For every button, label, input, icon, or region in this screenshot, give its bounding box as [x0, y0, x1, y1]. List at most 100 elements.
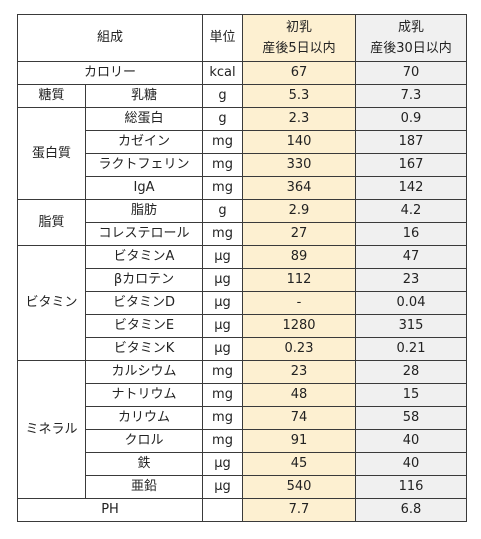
- ph-row: PH 7.7 6.8: [17, 498, 467, 522]
- mature-milk-value: 16: [355, 222, 467, 246]
- first-milk-header: 初乳 産後5日以内: [242, 14, 356, 62]
- item-unit: μg: [202, 314, 243, 338]
- mature-milk-value: 58: [355, 406, 467, 430]
- item-label: コレステロール: [85, 222, 203, 246]
- item-unit: μg: [202, 475, 243, 499]
- first-milk-value: 140: [242, 130, 356, 154]
- table-row: ナトリウム mg 48 15: [18, 383, 467, 407]
- item-unit: μg: [202, 452, 243, 476]
- item-label: 脂肪: [85, 199, 203, 223]
- item-label: カルシウム: [85, 360, 203, 384]
- table-row: 脂質 脂肪 g 2.9 4.2: [17, 199, 467, 246]
- first-milk-value: 27: [242, 222, 356, 246]
- mature-milk-value: 0.9: [355, 107, 467, 131]
- first-milk-value: -: [242, 291, 356, 315]
- calorie-label: カロリー: [17, 61, 203, 85]
- table-row: ビタミンE μg 1280 315: [18, 314, 467, 338]
- table-row: βカロテン μg 112 23: [18, 268, 467, 292]
- first-milk-value: 540: [242, 475, 356, 499]
- first-milk-value: 2.3: [242, 107, 356, 131]
- calorie-unit: kcal: [202, 61, 243, 85]
- category-label: ビタミン: [17, 245, 86, 361]
- item-label: 総蛋白: [85, 107, 203, 131]
- item-unit: mg: [202, 176, 243, 200]
- item-label: ラクトフェリン: [85, 153, 203, 177]
- mature-milk-value: 47: [355, 245, 467, 269]
- table-row: ビタミンK μg 0.23 0.21: [18, 337, 467, 361]
- ph-unit: [202, 498, 243, 522]
- composition-header: 組成: [17, 14, 203, 62]
- table-row: クロル mg 91 40: [18, 429, 467, 453]
- category-label: 糖質: [17, 84, 86, 108]
- first-milk-value: 5.3: [242, 84, 356, 108]
- milk-composition-table: 組成 単位 初乳 産後5日以内 成乳 産後30日以内 カロリー kcal 67 …: [17, 14, 467, 522]
- calorie-first-value: 67: [242, 61, 356, 85]
- first-milk-value: 48: [242, 383, 356, 407]
- first-milk-value: 112: [242, 268, 356, 292]
- mature-milk-value: 15: [355, 383, 467, 407]
- table-row: ビタミンD μg -0.04: [18, 291, 467, 315]
- table-row: 鉄 μg 45 40: [18, 452, 467, 476]
- ph-first-value: 7.7: [242, 498, 356, 522]
- calorie-row: カロリー kcal 67 70: [17, 61, 467, 85]
- mature-milk-title: 成乳: [397, 20, 424, 35]
- item-unit: g: [202, 199, 243, 223]
- table-row: ラクトフェリン mg 330 167: [18, 153, 467, 177]
- item-label: クロル: [85, 429, 203, 453]
- item-unit: mg: [202, 130, 243, 154]
- mature-milk-value: 167: [355, 153, 467, 177]
- mature-milk-period: 産後30日以内: [370, 41, 452, 56]
- calorie-mature-value: 70: [355, 61, 467, 85]
- item-label: ビタミンK: [85, 337, 203, 361]
- mature-milk-value: 7.3: [355, 84, 467, 108]
- first-milk-title: 初乳: [285, 20, 312, 35]
- first-milk-value: 2.9: [242, 199, 356, 223]
- table-row: ビタミン ビタミンA μg 89 47: [17, 245, 467, 361]
- mature-milk-value: 40: [355, 429, 467, 453]
- first-milk-value: 23: [242, 360, 356, 384]
- item-unit: mg: [202, 406, 243, 430]
- item-label: 鉄: [85, 452, 203, 476]
- item-unit: μg: [202, 268, 243, 292]
- mature-milk-value: 0.21: [355, 337, 467, 361]
- item-unit: mg: [202, 360, 243, 384]
- table-row: 蛋白質 総蛋白 g 2.3 0.9: [17, 107, 467, 200]
- category-label: 脂質: [17, 199, 86, 246]
- first-milk-value: 330: [242, 153, 356, 177]
- item-unit: g: [202, 84, 243, 108]
- table-row: コレステロール mg 27 16: [18, 222, 467, 246]
- table-row: IgA mg 364 142: [18, 176, 467, 200]
- first-milk-value: 45: [242, 452, 356, 476]
- item-unit: μg: [202, 245, 243, 269]
- item-unit: mg: [202, 383, 243, 407]
- category-label: ミネラル: [17, 360, 86, 499]
- item-label: 亜鉛: [85, 475, 203, 499]
- first-milk-value: 1280: [242, 314, 356, 338]
- item-label: ビタミンA: [85, 245, 203, 269]
- item-label: カゼイン: [85, 130, 203, 154]
- item-unit: μg: [202, 337, 243, 361]
- item-unit: mg: [202, 429, 243, 453]
- item-label: カリウム: [85, 406, 203, 430]
- table-row: ミネラル カルシウム mg 23 28: [17, 360, 467, 499]
- item-label: ビタミンE: [85, 314, 203, 338]
- mature-milk-value: 28: [355, 360, 467, 384]
- header-row: 組成 単位 初乳 産後5日以内 成乳 産後30日以内: [17, 14, 467, 62]
- table-row: カリウム mg 74 58: [18, 406, 467, 430]
- first-milk-value: 91: [242, 429, 356, 453]
- mature-milk-value: 40: [355, 452, 467, 476]
- ph-label: PH: [17, 498, 203, 522]
- table-row: 亜鉛 μg 540 116: [18, 475, 467, 499]
- ph-mature-value: 6.8: [355, 498, 467, 522]
- table-row: 糖質 乳糖 g 5.3 7.3: [17, 84, 467, 108]
- first-milk-value: 89: [242, 245, 356, 269]
- mature-milk-value: 142: [355, 176, 467, 200]
- mature-milk-value: 23: [355, 268, 467, 292]
- unit-header: 単位: [202, 14, 243, 62]
- first-milk-value: 0.23: [242, 337, 356, 361]
- item-label: 乳糖: [85, 84, 203, 108]
- item-unit: mg: [202, 153, 243, 177]
- first-milk-value: 74: [242, 406, 356, 430]
- item-label: ナトリウム: [85, 383, 203, 407]
- item-label: ビタミンD: [85, 291, 203, 315]
